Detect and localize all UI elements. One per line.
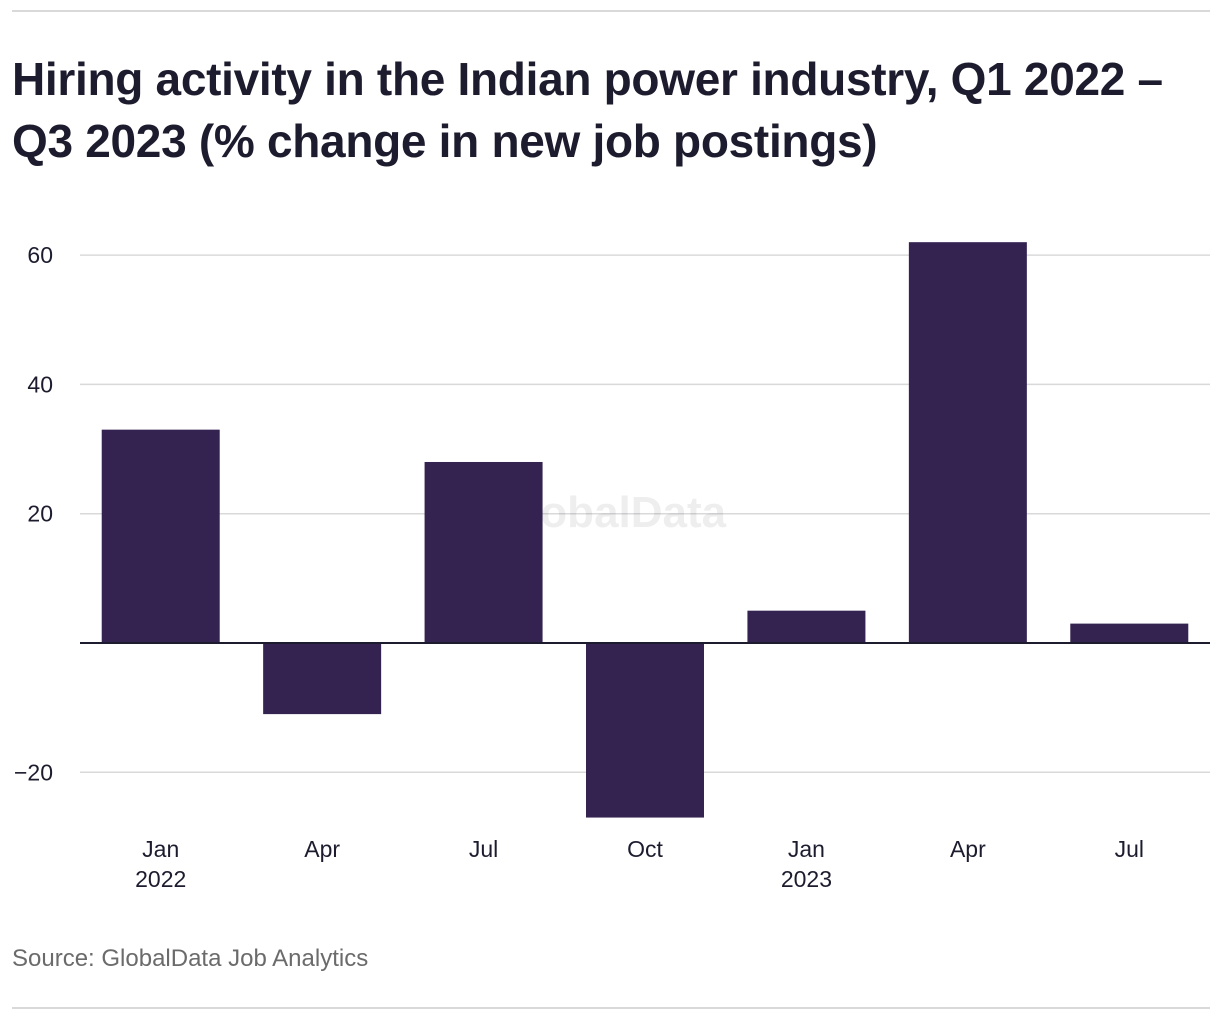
chart-title: Hiring activity in the Indian power indu… [12, 53, 1163, 167]
x-tick-label: Jan [788, 836, 825, 862]
y-tick-label: 20 [27, 501, 53, 527]
x-tick-year-label: 2023 [781, 866, 832, 892]
y-tick-label: −20 [14, 759, 53, 785]
bar-jul-2022 [424, 461, 543, 643]
x-tick-label: Jan [142, 836, 179, 862]
source-note: Source: GlobalData Job Analytics [12, 945, 369, 972]
x-tick-label: Jul [469, 836, 498, 862]
bar-apr-2022 [263, 643, 382, 715]
bar-apr-2023 [908, 242, 1027, 644]
x-tick-label: Apr [304, 836, 340, 862]
bar-jul-2023 [1070, 623, 1189, 643]
x-tick-label: Jul [1115, 836, 1144, 862]
y-tick-label: 40 [27, 371, 53, 397]
bar-oct-2022 [586, 643, 704, 818]
tick-labels: 60 40 20 −20 Jan 2022 Apr Jul Oct Jan 2023 Apr Jul [14, 242, 1144, 892]
x-tick-label: Apr [950, 836, 986, 862]
bar-jan-2022 [101, 429, 220, 643]
bars [101, 242, 1189, 818]
x-tick-label: Oct [627, 836, 663, 862]
bar-jan-2023 [747, 610, 866, 643]
x-tick-year-label: 2022 [135, 866, 186, 892]
y-tick-label: 60 [27, 242, 53, 268]
top-rule [12, 10, 1210, 12]
bottom-rule [12, 1007, 1210, 1009]
